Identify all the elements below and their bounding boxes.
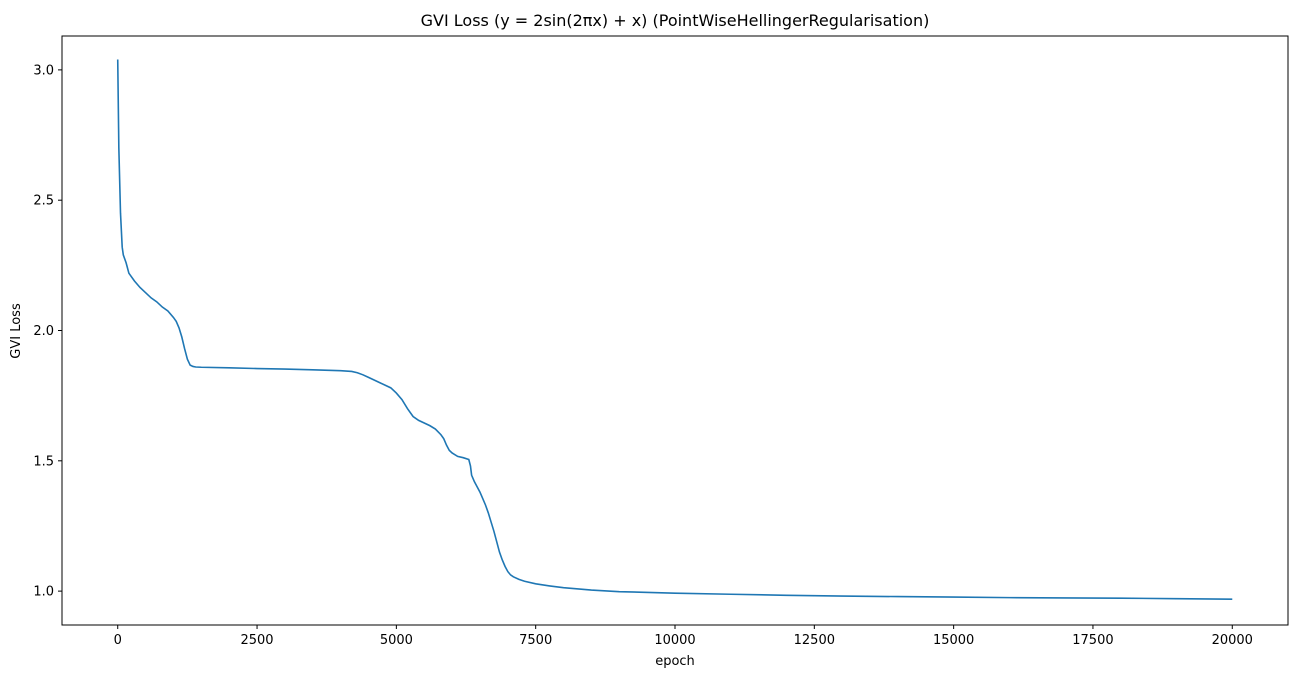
x-tick-label: 15000 (933, 633, 974, 648)
y-tick-label: 2.0 (33, 324, 54, 339)
x-axis: 0 2500 5000 7500 10000 12500 15000 17500 20000 (114, 625, 1253, 648)
y-tick-label: 1.0 (33, 585, 54, 600)
y-tick-label: 3.0 (33, 63, 54, 78)
y-tick-label: 1.5 (33, 454, 54, 469)
chart-title: GVI Loss (y = 2sin(2πx) + x) (PointWiseH… (421, 11, 930, 30)
x-axis-label: epoch (655, 654, 695, 669)
x-tick-label: 2500 (240, 633, 273, 648)
x-tick-label: 20000 (1212, 633, 1253, 648)
x-tick-label: 7500 (519, 633, 552, 648)
x-tick-label: 17500 (1072, 633, 1113, 648)
y-axis-label: GVI Loss (9, 303, 24, 359)
y-tick-label: 2.5 (33, 194, 54, 209)
x-tick-label: 12500 (794, 633, 835, 648)
loss-series-line (116, 59, 1233, 600)
y-axis: 1.0 1.5 2.0 2.5 3.0 (33, 63, 62, 600)
plot-frame (61, 35, 1289, 626)
plot-area (116, 59, 1233, 600)
x-tick-label: 5000 (380, 633, 413, 648)
x-tick-label: 10000 (654, 633, 695, 648)
x-tick-label: 0 (114, 633, 122, 648)
